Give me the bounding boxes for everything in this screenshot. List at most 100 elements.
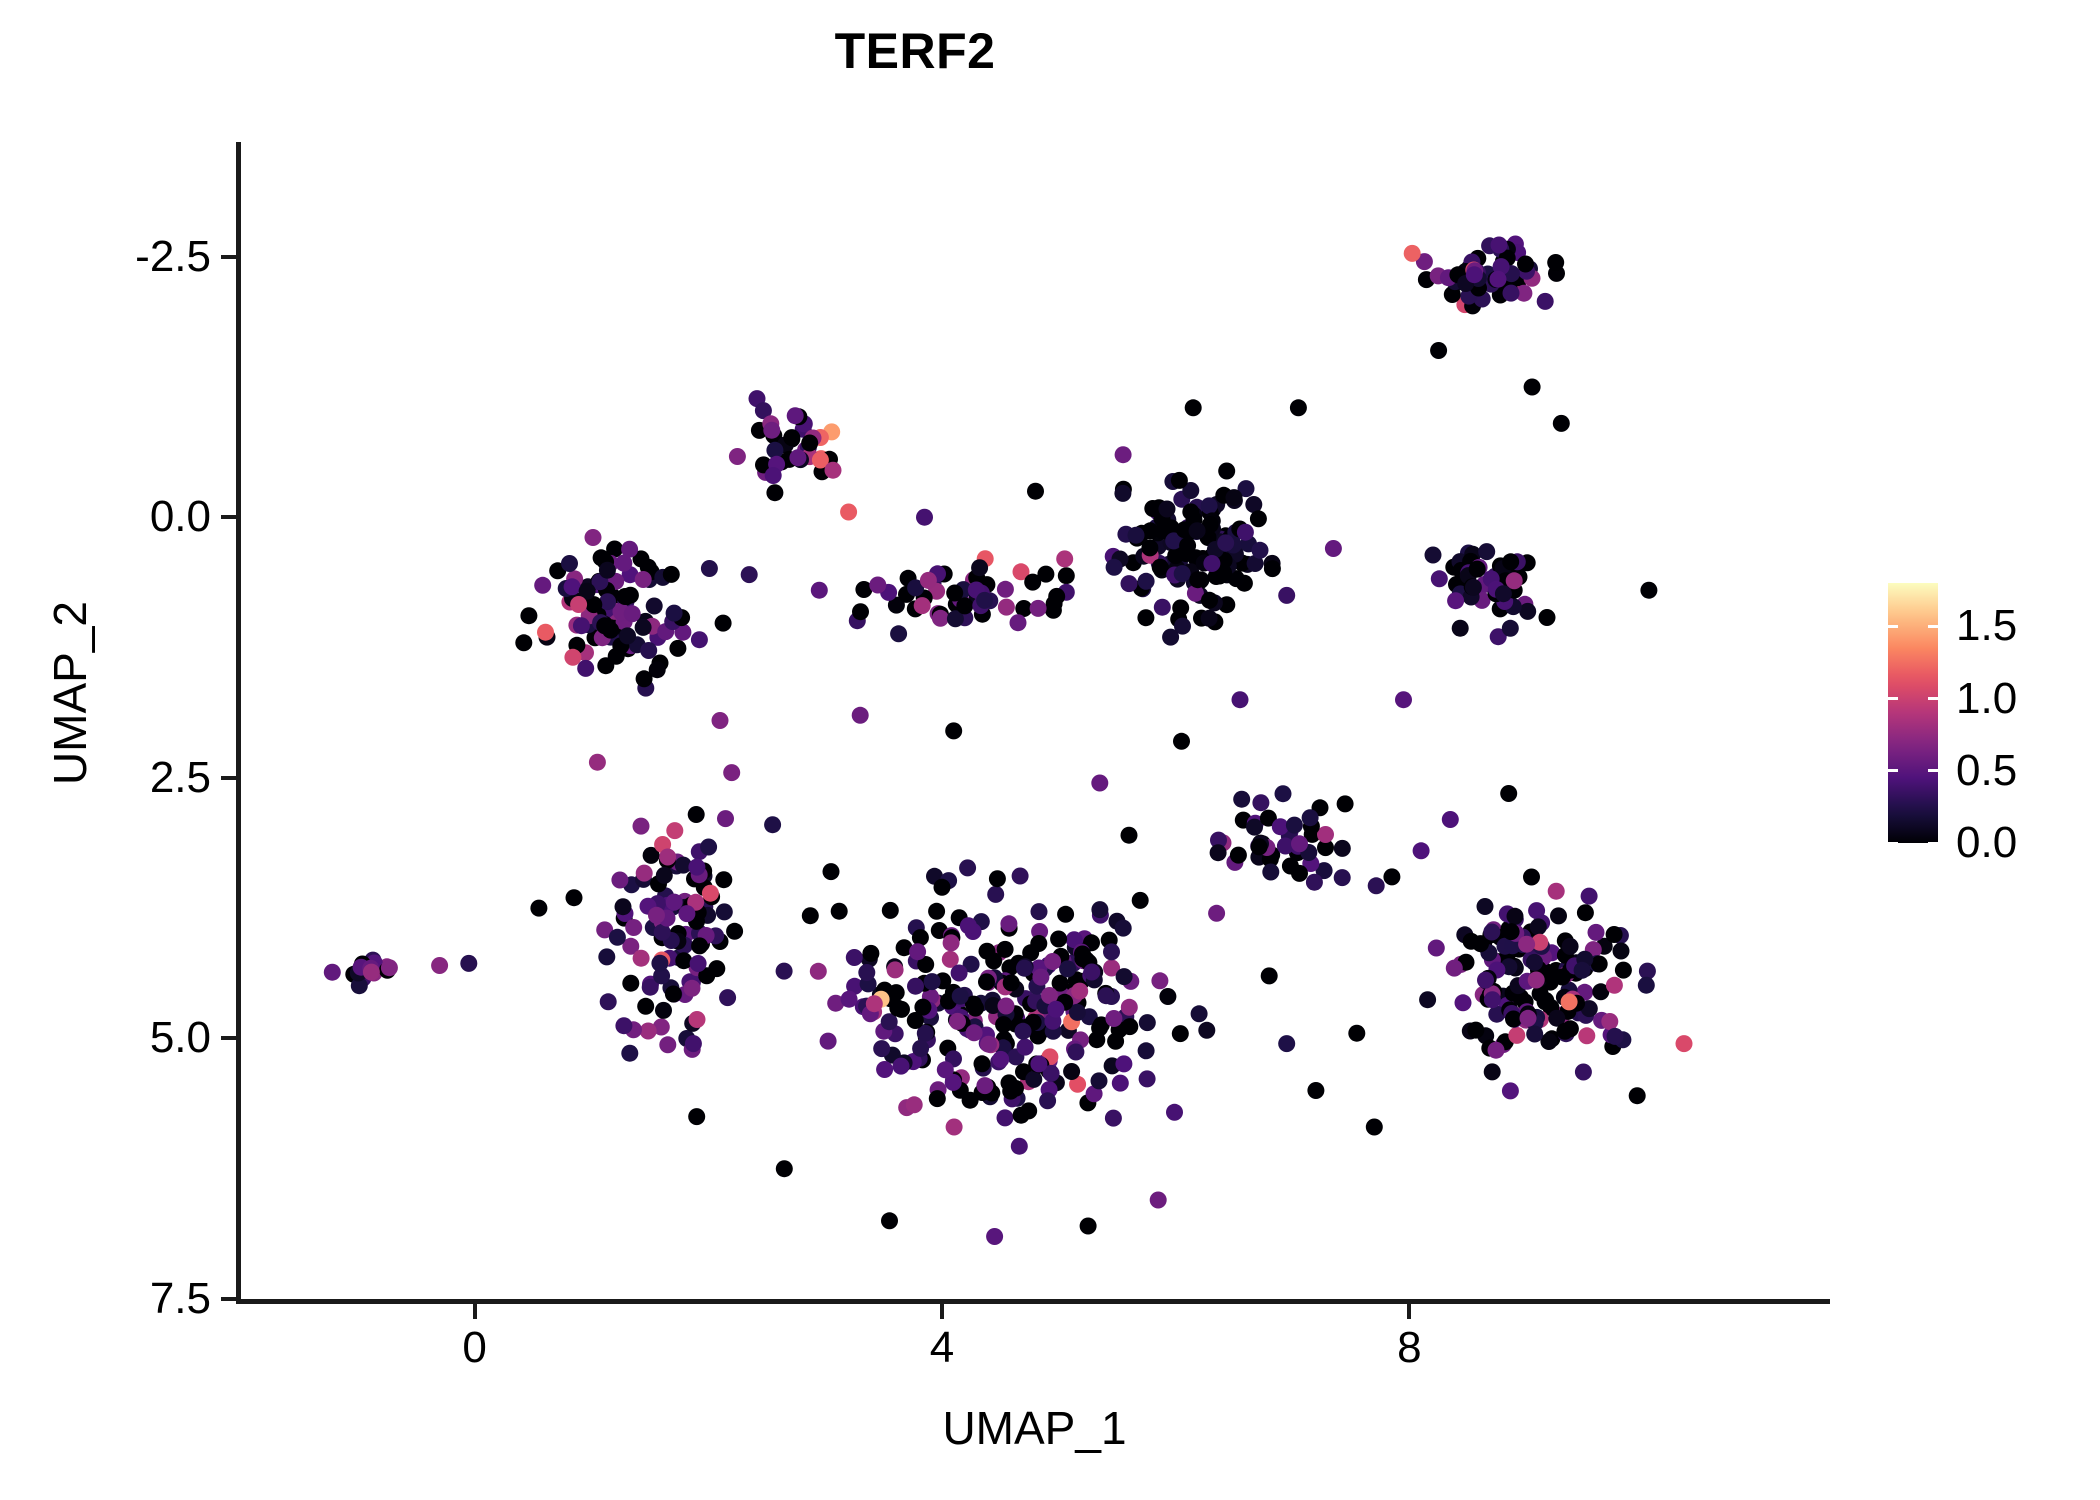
- scatter-point: [380, 959, 398, 977]
- scatter-point: [971, 559, 989, 577]
- scatter-point: [851, 706, 869, 724]
- scatter-point: [1536, 292, 1554, 310]
- scatter-point: [949, 1012, 966, 1030]
- scatter-point: [570, 596, 588, 613]
- scatter-point: [909, 943, 927, 961]
- scatter-point: [684, 1035, 702, 1053]
- scatter-point: [1489, 270, 1507, 288]
- scatter-point: [534, 576, 552, 594]
- scatter-point: [642, 846, 660, 864]
- scatter-point: [1030, 903, 1048, 921]
- scatter-point: [608, 928, 626, 946]
- scatter-point: [715, 903, 733, 921]
- scatter-point: [689, 955, 707, 972]
- scatter-point: [723, 764, 741, 782]
- scatter-point: [1115, 1055, 1133, 1073]
- scatter-point: [598, 561, 616, 579]
- scatter-point: [1057, 905, 1075, 923]
- scatter-point: [606, 540, 624, 558]
- scatter-points-layer: [323, 235, 1693, 1245]
- scatter-point: [1203, 555, 1221, 572]
- scatter-point: [944, 1073, 962, 1091]
- scatter-point: [766, 484, 784, 502]
- scatter-point: [1249, 510, 1267, 528]
- scatter-point: [945, 722, 963, 740]
- scatter-point: [1229, 846, 1247, 864]
- scatter-point: [1612, 942, 1630, 960]
- scatter-point: [1531, 933, 1549, 951]
- y-axis-line: [236, 142, 241, 1304]
- scatter-point: [1056, 550, 1074, 568]
- scatter-point: [783, 429, 801, 447]
- scatter-point: [1262, 863, 1280, 881]
- scatter-point: [1149, 1191, 1167, 1209]
- scatter-point: [640, 642, 658, 659]
- scatter-point: [840, 990, 858, 1008]
- scatter-point: [634, 618, 652, 636]
- scatter-point: [537, 623, 554, 641]
- scatter-point: [1501, 619, 1519, 637]
- scatter-point: [786, 407, 804, 425]
- scatter-point: [1412, 842, 1430, 860]
- scatter-point: [1451, 619, 1469, 637]
- scatter-point: [1578, 1027, 1596, 1045]
- scatter-point: [719, 989, 737, 1007]
- scatter-point: [941, 950, 959, 968]
- x-axis-line: [236, 1299, 1830, 1304]
- scatter-point: [1198, 1021, 1216, 1039]
- scatter-point: [674, 856, 692, 874]
- scatter-point: [625, 919, 643, 936]
- scatter-point: [1025, 1070, 1043, 1088]
- scatter-point: [675, 952, 693, 970]
- scatter-point: [1263, 560, 1281, 578]
- scatter-point: [1050, 930, 1068, 948]
- scatter-point: [942, 934, 960, 952]
- scatter-point: [754, 402, 772, 420]
- scatter-point: [1151, 558, 1169, 576]
- scatter-point: [1505, 1010, 1522, 1028]
- scatter-point: [809, 962, 827, 980]
- scatter-point: [1574, 1063, 1592, 1081]
- scatter-point: [1560, 993, 1578, 1011]
- scatter-point: [1246, 818, 1263, 836]
- scatter-point: [1536, 993, 1554, 1011]
- scatter-point: [596, 921, 614, 939]
- scatter-point: [980, 1035, 997, 1053]
- scatter-point: [1051, 974, 1069, 992]
- scatter-point: [1114, 446, 1132, 464]
- scatter-point: [362, 963, 380, 981]
- scatter-point: [1115, 968, 1133, 986]
- scatter-point: [1138, 1070, 1156, 1088]
- scatter-point: [840, 503, 858, 521]
- scatter-point: [621, 540, 639, 558]
- scatter-point: [1580, 887, 1598, 905]
- scatter-point: [641, 978, 659, 996]
- scatter-point: [951, 987, 969, 1005]
- scatter-point: [911, 929, 929, 947]
- scatter-point: [1483, 991, 1501, 1009]
- scatter-point: [1424, 546, 1442, 564]
- scatter-point: [1165, 532, 1183, 550]
- x-tick-mark: [1407, 1304, 1412, 1319]
- scatter-point: [1505, 572, 1523, 590]
- colorbar-tick-label: 0.5: [1956, 745, 2018, 795]
- scatter-point: [598, 948, 616, 966]
- scatter-point: [653, 967, 671, 985]
- scatter-point: [811, 451, 829, 469]
- scatter-point: [1092, 1016, 1110, 1034]
- scatter-point: [1047, 1000, 1065, 1018]
- scatter-point: [965, 995, 982, 1013]
- scatter-point: [912, 1039, 930, 1057]
- scatter-point: [1000, 915, 1018, 933]
- scatter-point: [1529, 918, 1547, 936]
- scatter-point: [1527, 971, 1545, 989]
- scatter-point: [651, 954, 669, 972]
- scatter-point: [916, 1024, 934, 1042]
- scatter-point: [1548, 1009, 1566, 1027]
- scatter-point: [1614, 961, 1632, 979]
- scatter-point: [1291, 864, 1308, 882]
- scatter-point: [1174, 617, 1191, 635]
- scatter-point: [1032, 968, 1050, 986]
- scatter-point: [1561, 937, 1579, 955]
- scatter-point: [869, 576, 887, 594]
